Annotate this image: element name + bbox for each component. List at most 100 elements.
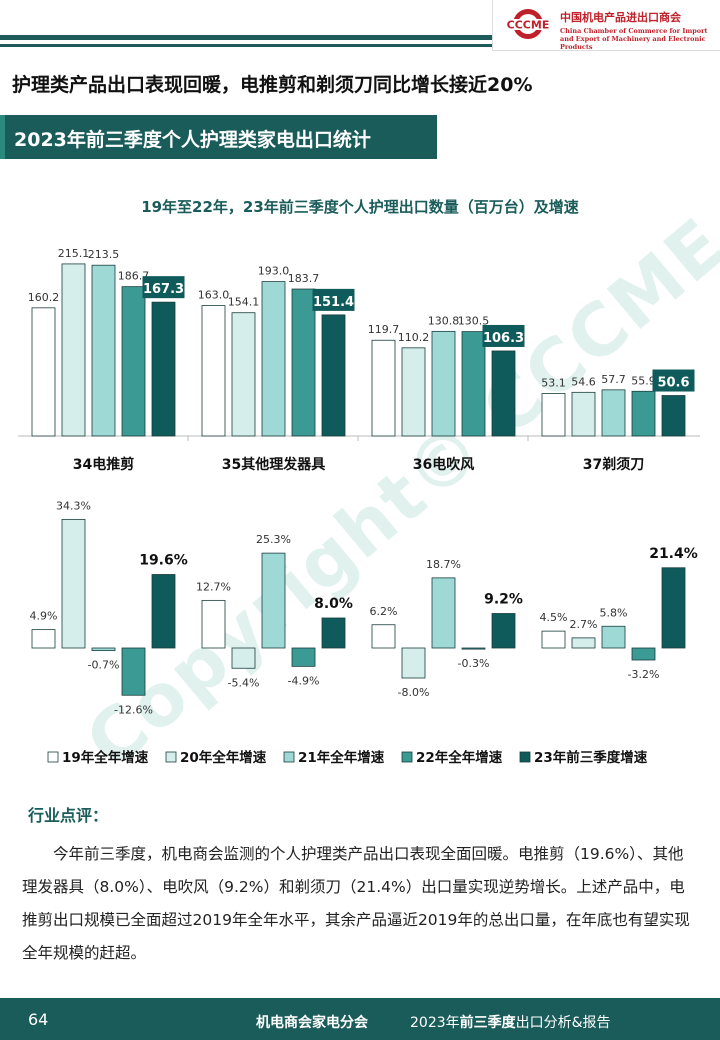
- chart2-bar: [31, 629, 56, 649]
- chart2-bar: [491, 613, 516, 649]
- chart1-bar: [291, 288, 316, 437]
- chart1-data-label: 154.1: [228, 296, 260, 309]
- chart1-bar: [31, 307, 56, 437]
- chart1-data-label: 130.5: [458, 315, 490, 328]
- chart2-data-label: 21.4%: [649, 546, 698, 562]
- chart2-bar: [321, 617, 346, 649]
- page-title: 护理类产品出口表现回暖，电推剪和剃须刀同比增长接近20%: [12, 74, 533, 96]
- chart1-bar: [541, 393, 566, 437]
- header-rule-thick: [0, 35, 492, 40]
- chart2-data-label: -8.0%: [398, 686, 430, 699]
- section-title: 2023年前三季度个人护理类家电出口统计: [14, 129, 371, 151]
- chart1-data-label: 163.0: [198, 289, 230, 302]
- chart1-bar: [661, 395, 686, 437]
- chart2-bar: [371, 624, 396, 649]
- chart2-bar: [631, 647, 656, 661]
- chart2-data-label: 34.3%: [56, 499, 91, 512]
- chart2-bar: [661, 567, 686, 649]
- chart2-data-label: 4.5%: [540, 611, 568, 624]
- legend-label: 22年全年增速: [416, 749, 503, 766]
- section-banner-accent: [0, 115, 5, 159]
- chart2-data-label: 19.6%: [139, 553, 188, 569]
- chart1-bar: [431, 330, 456, 437]
- chart2-bar: [151, 574, 176, 649]
- chart1-bar: [121, 286, 146, 437]
- comment-heading: 行业点评：: [28, 806, 109, 825]
- chart1-bar: [231, 312, 256, 437]
- chart1-data-label: 54.6: [571, 375, 596, 388]
- chart2-data-label: 6.2%: [370, 605, 398, 618]
- chart2-bar: [121, 647, 146, 696]
- chart1-data-label: 50.6: [657, 376, 689, 391]
- chart1-bar: [321, 314, 346, 437]
- chart1-highlight-label-box: [312, 288, 355, 311]
- chart1-data-label: 193.0: [258, 265, 290, 278]
- chart1-bar: [461, 331, 486, 437]
- chart1-bar: [601, 389, 626, 437]
- chart2-data-label: 5.8%: [600, 606, 628, 619]
- section-banner: [0, 115, 437, 159]
- chart1-data-label: 151.4: [313, 295, 354, 310]
- chart2-bar: [231, 647, 256, 669]
- footer-report-highlight: 前三季度: [459, 1015, 516, 1031]
- chart1-bar: [491, 350, 516, 437]
- chart2-bar: [541, 630, 566, 649]
- chart1-data-label: 215.1: [58, 247, 90, 260]
- footer-org: 机电商会家电分会: [256, 1015, 368, 1031]
- chart2-bar: [401, 647, 426, 679]
- chart-title: 19年至22年，23年前三季度个人护理出口数量（百万台）及增速: [141, 198, 579, 216]
- chart2-data-label: 18.7%: [426, 558, 461, 571]
- chart2-bar: [261, 552, 286, 649]
- legend-swatch: [47, 751, 59, 763]
- legend-swatch: [401, 751, 413, 763]
- chart1-data-label: 213.5: [88, 248, 120, 261]
- chart1-data-label: 53.1: [541, 377, 566, 390]
- chart2-bar: [201, 599, 226, 649]
- chart1-bar: [631, 390, 656, 437]
- chart1-data-label: 167.3: [143, 282, 184, 297]
- chart1-highlight-label-box: [142, 276, 185, 299]
- chart2-data-label: -0.7%: [88, 659, 120, 672]
- chart1-highlight-label-box: [482, 324, 525, 347]
- legend-label: 19年全年增速: [62, 749, 149, 766]
- chart2-bar: [91, 647, 116, 652]
- chart1-category-label: 35其他理发器具: [222, 456, 325, 473]
- chart1-bar: [371, 339, 396, 437]
- chart1-bar: [201, 305, 226, 437]
- chart2-bar: [431, 577, 456, 649]
- page-number: 64: [28, 1010, 49, 1029]
- footer-report-prefix: 2023年: [410, 1015, 460, 1031]
- legend-swatch: [283, 751, 295, 763]
- chart2-bar: [291, 647, 316, 667]
- chart1-bar: [261, 281, 286, 437]
- chart1-data-label: 160.2: [28, 291, 60, 304]
- chart1-data-label: 130.8: [428, 314, 460, 327]
- chart2-data-label: 4.9%: [30, 610, 58, 623]
- chart2-data-label: 25.3%: [256, 533, 291, 546]
- chart2-data-label: 2.7%: [570, 618, 598, 631]
- chart2-bar: [571, 637, 596, 649]
- legend-label: 20年全年增速: [180, 749, 267, 766]
- legend-label: 21年全年增速: [298, 749, 385, 766]
- chart2-data-label: 12.7%: [196, 580, 231, 593]
- chart1-bar: [571, 391, 596, 437]
- chart1-bar: [151, 301, 176, 437]
- chart1-data-label: 57.7: [601, 373, 626, 386]
- chart1-bar: [401, 347, 426, 437]
- chart1-highlight-label-box: [652, 369, 695, 392]
- chart1-bar: [91, 264, 116, 437]
- legend-label: 23年前三季度增速: [534, 749, 648, 766]
- legend-swatch: [165, 751, 177, 763]
- chart1-category-label: 34电推剪: [73, 456, 134, 473]
- chart1-data-label: 183.7: [288, 272, 320, 285]
- cccme-logo-icon: CCCME: [502, 9, 554, 39]
- chart2-data-label: -4.9%: [288, 674, 320, 687]
- chart1-category-label: 37剃须刀: [583, 456, 644, 473]
- chart2-data-label: 9.2%: [484, 592, 523, 608]
- footer-bar: [0, 998, 720, 1040]
- chart2-bar: [601, 625, 626, 649]
- chart1-bar: [61, 263, 86, 437]
- chart1-data-label: 186.7: [118, 270, 150, 283]
- header-rule-thin: [0, 44, 492, 47]
